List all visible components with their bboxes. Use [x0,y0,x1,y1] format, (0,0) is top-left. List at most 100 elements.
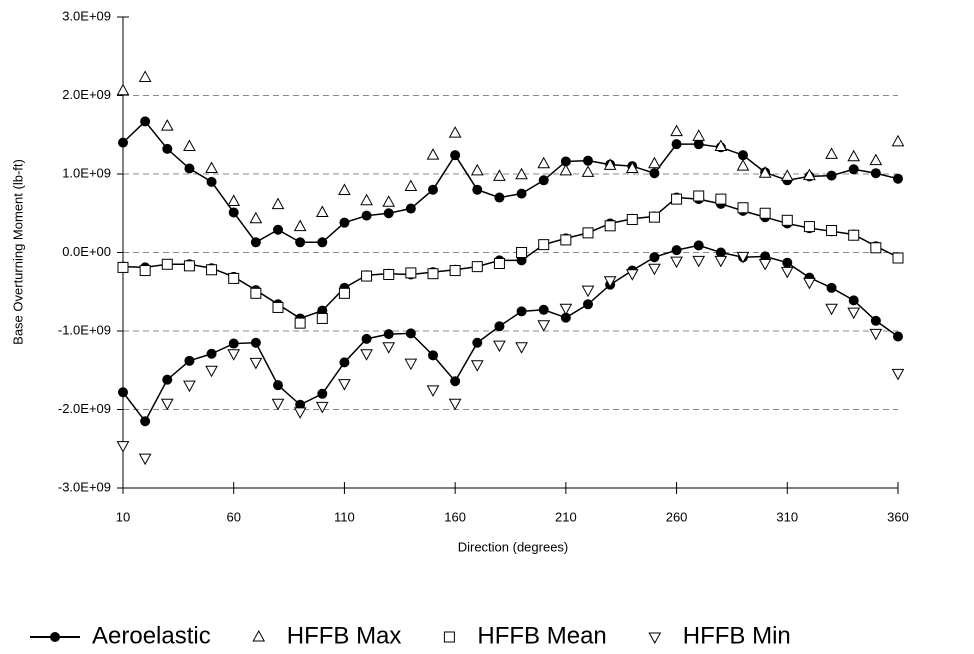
data-point [228,207,239,218]
y-axis-title: Base Overturning Moment (lb-ft) [10,159,25,345]
data-point [826,170,837,181]
data-point [515,167,528,180]
data-point [714,255,728,268]
data-point [228,338,239,349]
data-point [891,134,905,147]
data-point [625,161,639,174]
data-point [228,272,240,284]
data-point [538,239,550,251]
data-point [338,183,351,195]
y-tick-label: 3.0E+09 [62,8,111,23]
data-point [428,350,438,361]
data-point [493,169,506,181]
data-point [118,387,128,398]
data-point [293,219,307,232]
data-point [448,126,462,138]
data-point [671,193,683,205]
data-point [428,184,438,195]
data-point [583,155,593,166]
data-point [670,124,683,137]
legend-label: Aeroelastic [92,622,211,649]
data-point [472,184,483,195]
data-point [427,268,439,280]
data-point [648,263,661,276]
y-tick-label: -2.0E+09 [58,401,111,416]
data-point [317,237,328,248]
x-tick-label: 160 [444,509,466,524]
data-point [184,355,195,366]
data-point [160,119,174,131]
data-point [206,176,217,187]
data-point [361,333,372,344]
data-point [206,348,217,359]
data-point [116,83,130,96]
data-point [405,203,416,214]
data-point [626,214,638,226]
data-point [295,399,306,410]
data-point [559,303,573,316]
data-point [449,265,461,277]
data-point [249,211,263,224]
data-point [426,148,440,160]
data-point [206,264,218,276]
data-point [870,315,881,326]
data-point [361,270,373,282]
data-point [582,227,594,239]
data-point [116,441,130,453]
legend-marker [443,631,455,643]
y-tick-label: 0.0E+00 [62,244,111,259]
data-point [736,159,750,171]
data-point [516,247,528,258]
data-point [782,257,793,268]
data-point [317,388,328,399]
data-point [559,163,573,176]
data-point [649,168,660,179]
data-point [494,192,505,203]
data-point [825,303,838,316]
data-point [493,257,505,269]
data-point [869,153,883,166]
data-point [560,234,572,246]
data-point [360,349,373,361]
data-point [250,237,261,248]
data-point [893,173,903,184]
data-point [825,147,838,159]
data-point [693,240,704,251]
data-point [494,321,505,332]
data-point [625,269,639,281]
series-line [122,120,899,244]
y-tick-label: 2.0E+09 [62,87,111,102]
data-point [339,357,350,368]
data-point [361,210,372,221]
data-point [869,328,883,341]
data-point [737,202,749,214]
data-point [160,398,174,411]
data-point [848,295,859,306]
data-point [892,252,904,264]
data-point [383,329,394,340]
data-point [516,188,527,199]
data-point [493,340,506,353]
data-point [140,416,151,427]
x-tick-label: 360 [887,509,909,524]
data-point [405,267,417,279]
data-point [404,179,418,192]
data-point [803,221,815,233]
data-point [515,342,528,354]
data-point [560,312,571,323]
data-point [273,224,283,235]
data-point [448,398,462,411]
data-point [227,349,241,361]
data-point [870,242,882,254]
data-point [693,190,705,202]
data-point [714,139,728,152]
data-point [670,256,683,269]
data-point [162,374,173,385]
data-point [537,320,551,332]
data-point [138,453,152,466]
data-point [471,261,483,273]
data-point [538,175,549,186]
data-point [249,357,263,370]
data-point [583,299,593,310]
